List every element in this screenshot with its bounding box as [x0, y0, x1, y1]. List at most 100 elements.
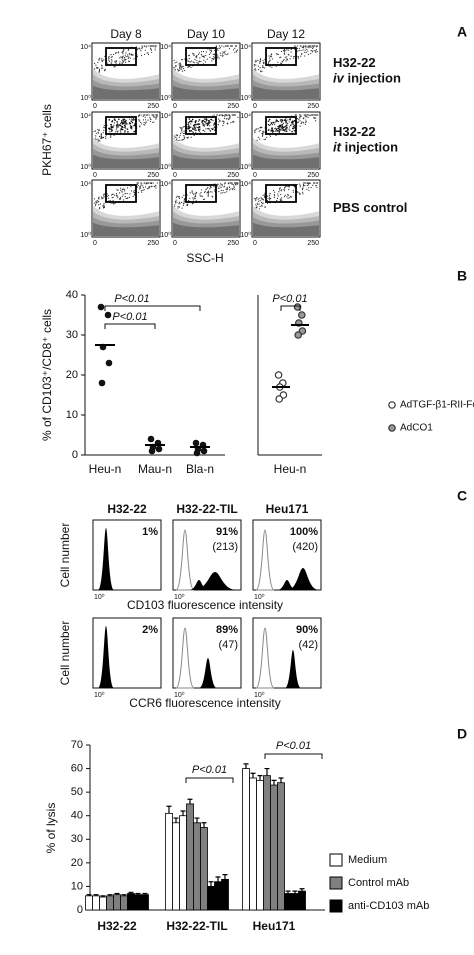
event: [273, 191, 276, 193]
event: [275, 53, 278, 55]
event: [152, 182, 154, 184]
event: [140, 54, 143, 57]
event: [225, 118, 228, 120]
event: [263, 61, 265, 63]
event: [116, 189, 118, 191]
event: [234, 47, 236, 49]
event: [94, 205, 97, 207]
event: [118, 118, 120, 121]
event: [187, 137, 189, 139]
y-tick-label: 10⁰: [80, 163, 91, 171]
event: [187, 203, 189, 205]
event: [279, 200, 282, 202]
event: [272, 131, 274, 134]
event: [117, 51, 119, 54]
bar: [277, 782, 285, 911]
event: [111, 197, 113, 199]
event: [115, 128, 118, 130]
dot: [274, 371, 283, 379]
event: [195, 132, 197, 134]
event: [155, 117, 157, 119]
event: [121, 125, 123, 128]
event: [142, 115, 144, 117]
event: [146, 182, 148, 184]
event: [211, 60, 213, 62]
event: [258, 203, 260, 205]
y-tick-label: 50: [71, 786, 83, 798]
event: [222, 124, 224, 127]
event: [187, 122, 190, 124]
event: [119, 198, 122, 200]
event: [300, 122, 302, 125]
route: it: [333, 140, 342, 155]
event: [189, 61, 191, 63]
event: [277, 195, 279, 197]
event: [222, 189, 224, 192]
event: [141, 45, 143, 47]
event: [228, 189, 231, 191]
event: [176, 134, 179, 136]
event: [201, 55, 203, 58]
event: [259, 61, 261, 63]
error-bar: [173, 817, 179, 823]
event: [123, 190, 126, 192]
event: [255, 204, 257, 206]
event: [148, 45, 150, 47]
event: [306, 188, 308, 190]
event: [119, 130, 121, 132]
event: [304, 51, 306, 53]
event: [112, 53, 115, 56]
y-tick-label: 10⁰: [240, 231, 251, 239]
histogram-control: [175, 627, 195, 689]
event: [297, 57, 300, 59]
event: [290, 51, 292, 53]
event: [154, 116, 156, 118]
event: [197, 53, 200, 55]
event: [226, 191, 228, 193]
event: [122, 52, 124, 55]
event: [184, 69, 186, 72]
column-title: Day 12: [267, 27, 305, 41]
event: [235, 45, 238, 47]
event: [142, 189, 144, 191]
event: [123, 56, 126, 59]
event: [190, 136, 192, 138]
event: [144, 122, 147, 124]
event: [121, 190, 123, 192]
event: [271, 66, 273, 68]
error-bar: [208, 881, 214, 887]
event: [303, 182, 306, 184]
event: [226, 188, 228, 190]
event: [175, 196, 177, 198]
event: [175, 134, 177, 136]
event: [153, 186, 155, 188]
legend-label: AdCO1: [400, 423, 433, 434]
event: [264, 138, 267, 140]
event: [202, 124, 205, 126]
x-tick-label: 0: [253, 172, 257, 179]
event: [296, 50, 298, 52]
event: [236, 49, 239, 51]
error-bar: [250, 772, 256, 778]
event: [205, 118, 208, 121]
bar: [141, 894, 149, 911]
event: [207, 186, 209, 188]
event: [316, 114, 318, 116]
event: [122, 57, 124, 59]
y-tick-label: 10⁴: [160, 181, 171, 188]
event: [119, 61, 121, 63]
bar: [85, 895, 93, 911]
event: [178, 197, 181, 200]
event: [127, 60, 130, 62]
event: [220, 187, 222, 189]
event: [304, 114, 306, 116]
event: [154, 47, 156, 49]
event: [305, 119, 307, 121]
dot: [155, 445, 163, 453]
event: [190, 123, 192, 125]
event: [156, 182, 158, 184]
event: [196, 61, 198, 64]
event: [146, 45, 148, 47]
event: [176, 61, 178, 63]
